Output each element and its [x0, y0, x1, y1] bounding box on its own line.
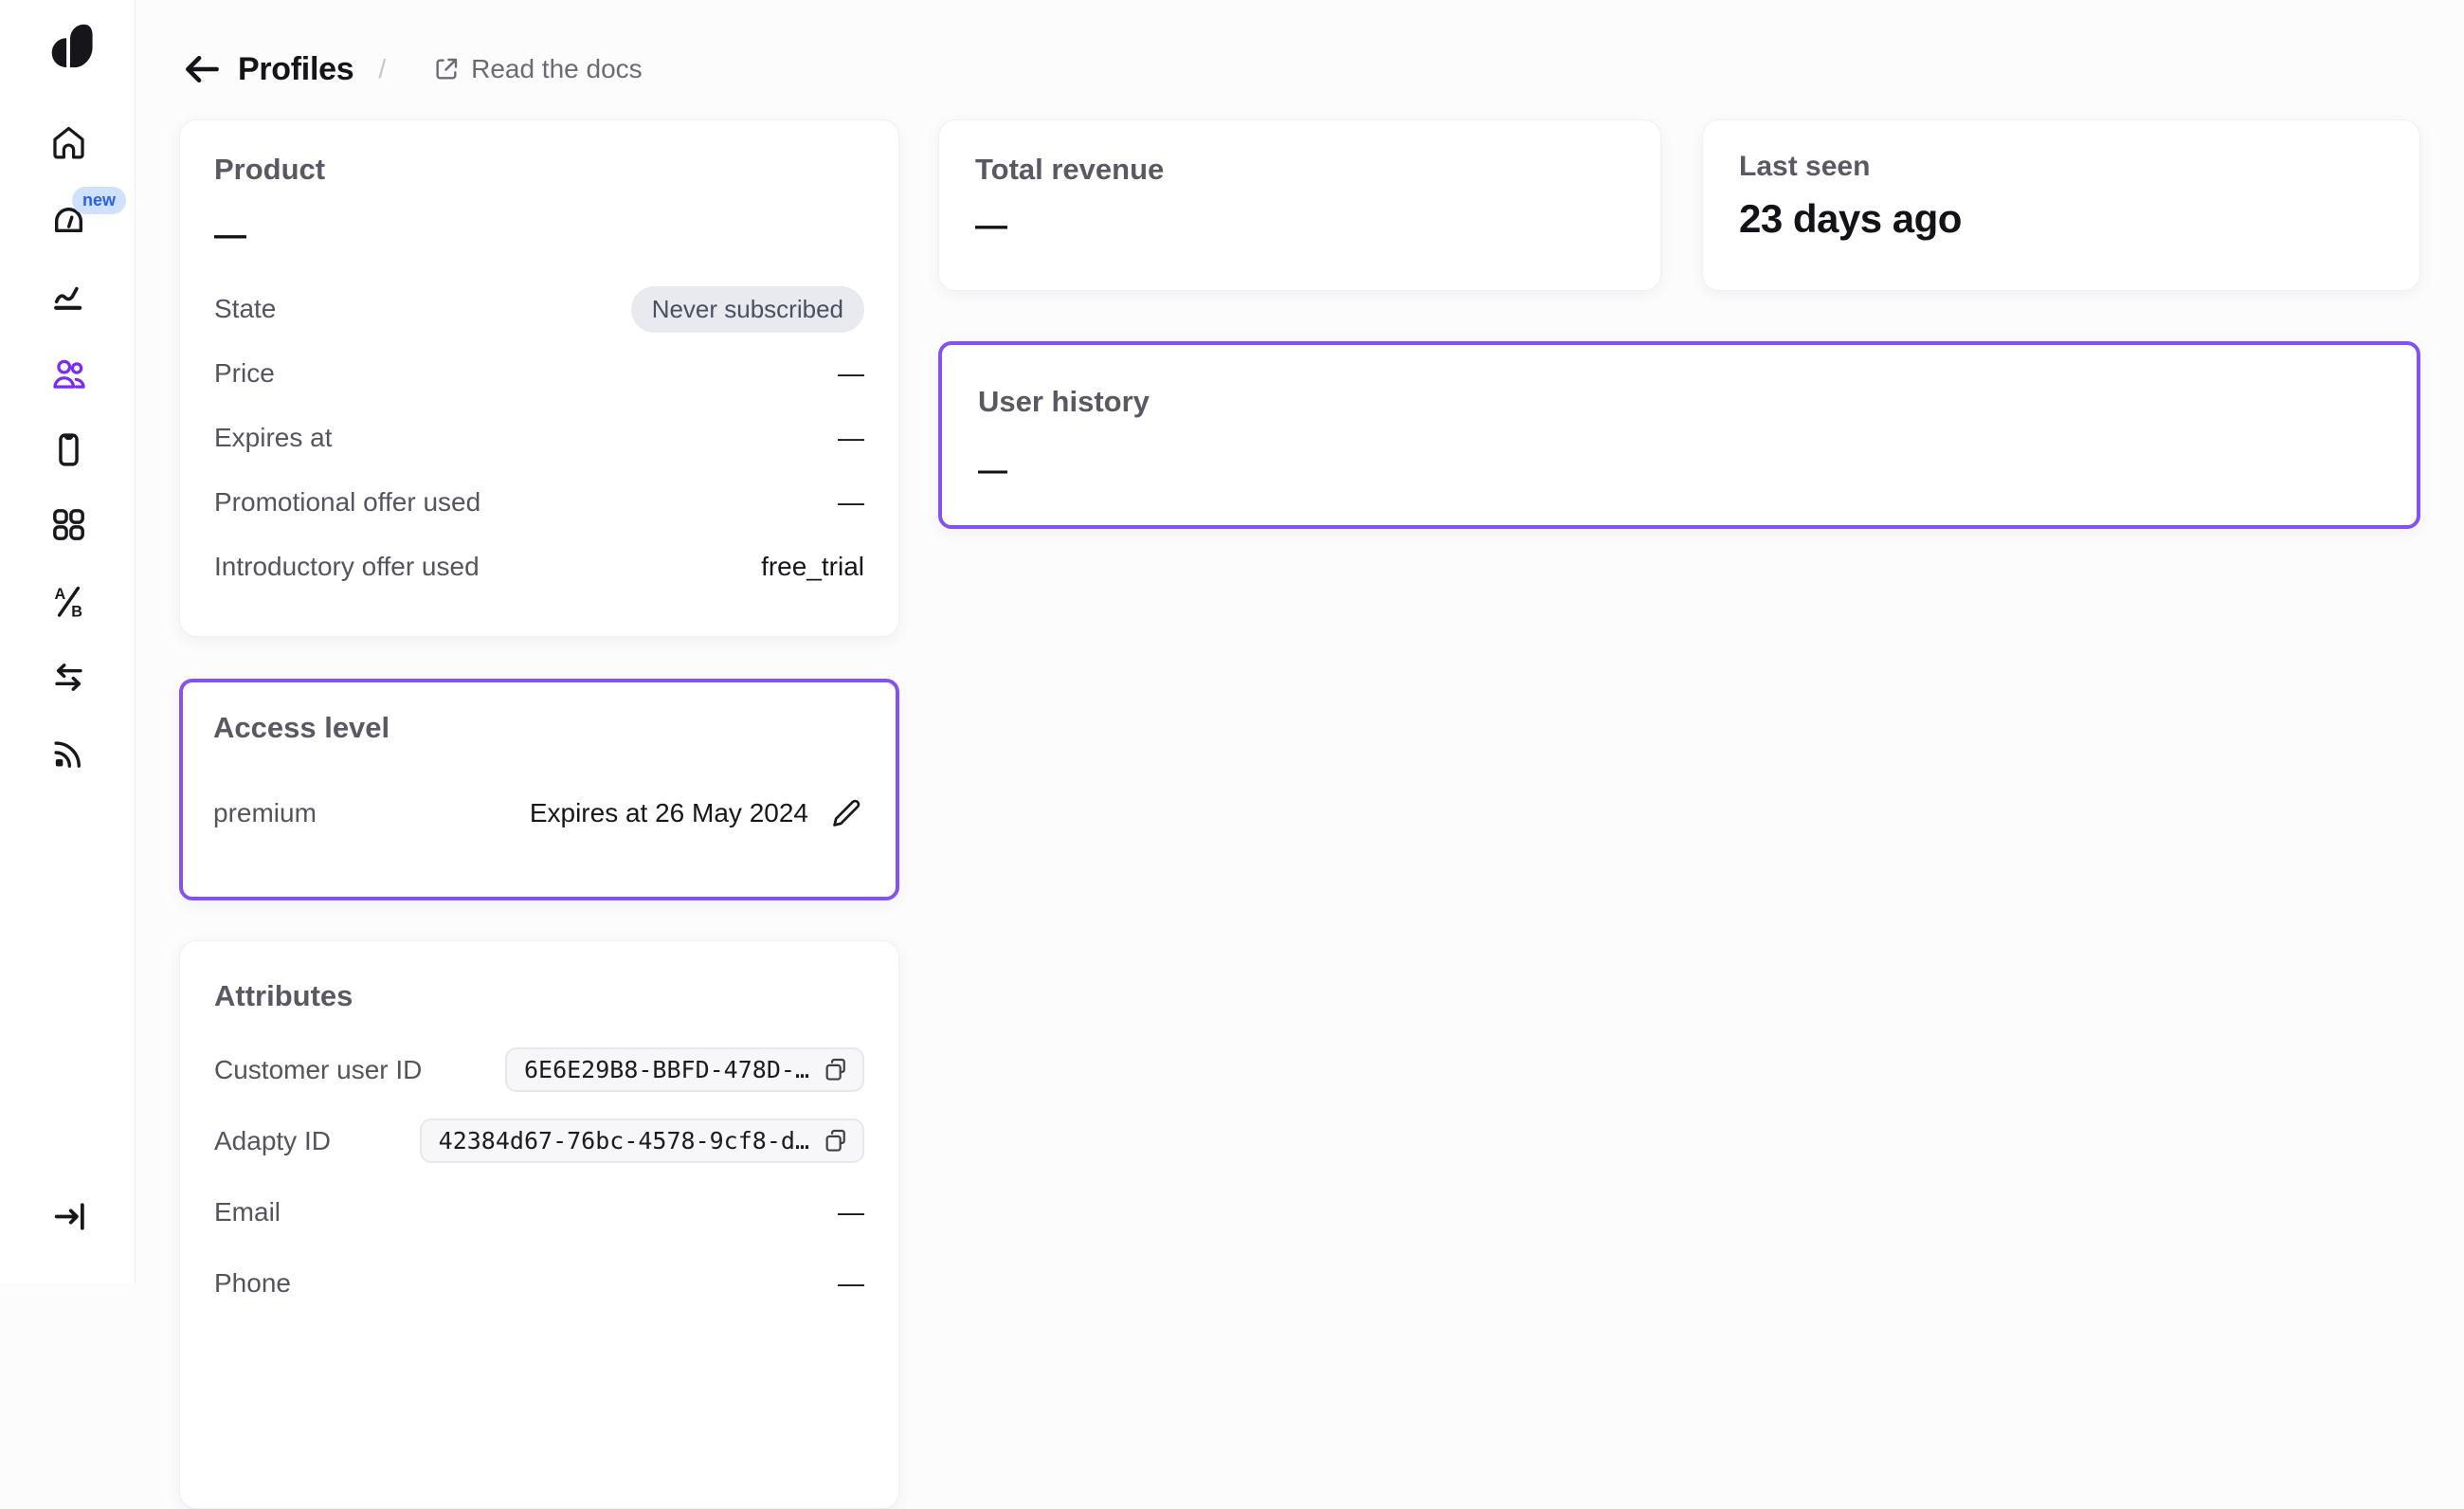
access-level-title: Access level	[213, 711, 390, 744]
customer-user-id-pill[interactable]: 6E6E29B8-BBFD-478D-…	[504, 1047, 864, 1092]
sidebar-item-paywalls[interactable]	[46, 427, 90, 471]
user-history-title: User history	[978, 385, 1150, 418]
total-revenue-value: —	[975, 208, 1007, 244]
ab-test-icon: A B	[54, 586, 82, 620]
collapse-icon	[54, 1202, 84, 1230]
product-row-price: Price —	[214, 358, 864, 388]
product-row-promotional-offer: Promotional offer used —	[214, 487, 864, 517]
adapty-id-pill[interactable]: 42384d67-76bc-4578-9cf8-d…	[419, 1118, 864, 1163]
back-button[interactable]	[179, 46, 225, 92]
attributes-row-adapty-id: Adapty ID 42384d67-76bc-4578-9cf8-d…	[214, 1105, 864, 1176]
access-level-expiry: Expires at 26 May 2024	[529, 798, 808, 827]
phone-icon	[58, 432, 79, 466]
product-card: Product — State Never subscribed Price —…	[179, 119, 899, 637]
product-row-introductory-offer: Introductory offer used free_trial	[214, 552, 864, 581]
attributes-title: Attributes	[214, 979, 353, 1012]
product-row-state: State Never subscribed	[214, 277, 864, 341]
last-seen-card: Last seen 23 days ago	[1702, 119, 2420, 291]
total-revenue-title: Total revenue	[975, 153, 1165, 186]
access-level-name: premium	[213, 798, 317, 827]
access-level-card: Access level premium Expires at 26 May 2…	[179, 679, 899, 900]
attributes-card: Attributes Customer user ID 6E6E29B8-BBF…	[179, 940, 899, 1509]
sidebar-item-charts[interactable]	[46, 275, 90, 318]
user-history-value: —	[978, 453, 1007, 486]
total-revenue-card: Total revenue —	[938, 119, 1661, 291]
page-title: Profiles	[238, 50, 354, 87]
svg-text:A: A	[54, 586, 65, 603]
breadcrumb-separator: /	[378, 54, 387, 83]
sidebar-item-profiles[interactable]	[46, 352, 90, 395]
read-the-docs-link[interactable]: Read the docs	[431, 54, 643, 84]
product-card-title: Product	[214, 153, 326, 186]
sidebar-collapse-button[interactable]	[46, 1194, 90, 1238]
attributes-row-customer-user-id: Customer user ID 6E6E29B8-BBFD-478D-…	[214, 1034, 864, 1105]
sidebar-item-integrations[interactable]	[46, 655, 90, 699]
edit-access-level-button[interactable]	[827, 794, 865, 832]
users-icon	[52, 359, 85, 389]
grid-icon	[52, 508, 84, 540]
product-name-value: —	[214, 217, 246, 253]
sidebar-item-ab-tests[interactable]: A B	[46, 579, 90, 623]
pencil-icon	[833, 799, 861, 827]
sidebar-item-placements[interactable]	[46, 502, 90, 546]
page-header: Profiles / Read the docs	[179, 42, 643, 97]
home-icon	[52, 126, 84, 158]
feed-icon	[53, 740, 81, 768]
last-seen-value: 23 days ago	[1739, 196, 1962, 241]
state-badge: Never subscribed	[630, 285, 864, 333]
sidebar-item-dashboard[interactable]	[46, 196, 90, 240]
read-the-docs-label: Read the docs	[471, 54, 643, 83]
last-seen-title: Last seen	[1739, 151, 1871, 182]
trend-line-icon	[53, 286, 82, 310]
copy-icon	[825, 1058, 845, 1081]
gauge-icon	[54, 207, 82, 232]
sidebar: new	[0, 0, 136, 1283]
back-arrow-icon	[186, 55, 219, 83]
external-link-icon	[436, 58, 458, 80]
transfer-arrows-icon	[54, 663, 82, 691]
svg-text:B: B	[71, 603, 82, 620]
adapty-logo	[44, 19, 95, 70]
user-history-card: User history —	[938, 341, 2420, 529]
product-row-expires-at: Expires at —	[214, 423, 864, 452]
sidebar-item-event-feed[interactable]	[46, 731, 90, 774]
sidebar-item-home[interactable]	[46, 120, 90, 164]
copy-icon	[825, 1129, 845, 1152]
access-level-row: premium Expires at 26 May 2024	[213, 785, 865, 842]
attributes-row-email: Email —	[214, 1196, 864, 1227]
new-badge: new	[72, 187, 127, 214]
